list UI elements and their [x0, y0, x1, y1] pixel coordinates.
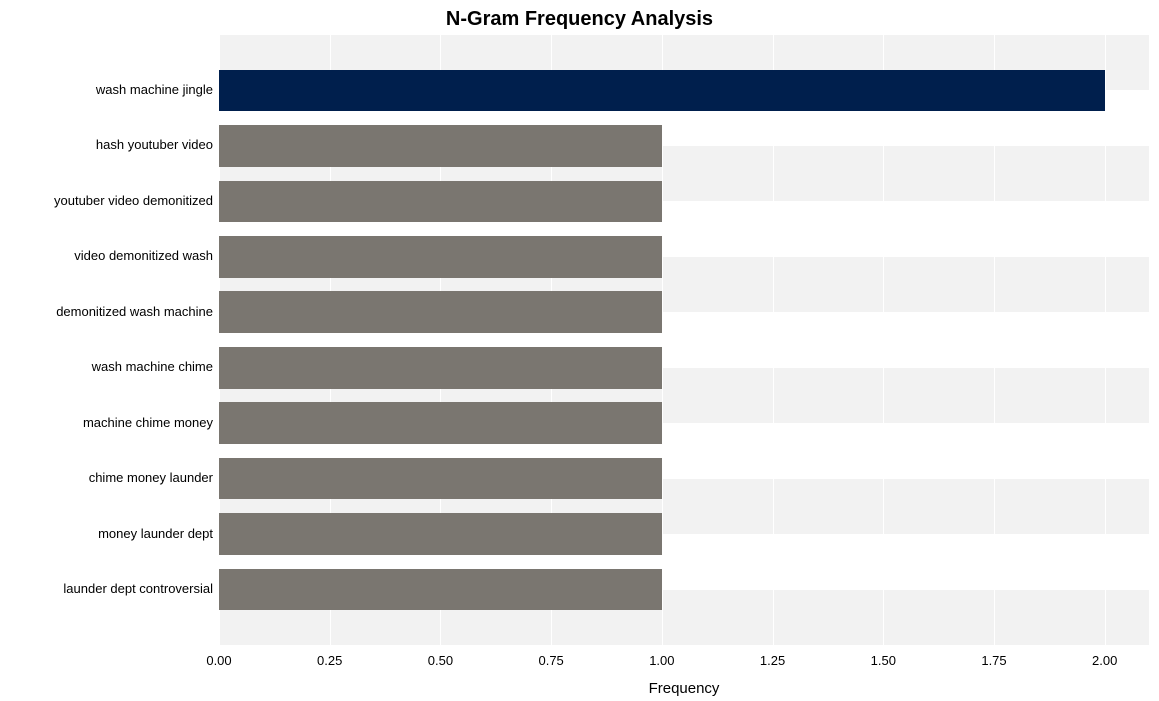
y-tick-label: hash youtuber video	[96, 137, 213, 152]
y-tick-label: youtuber video demonitized	[54, 193, 213, 208]
y-tick-label: video demonitized wash	[74, 248, 213, 263]
x-tick-label: 0.50	[410, 653, 470, 668]
y-tick-label: machine chime money	[83, 415, 213, 430]
x-axis-label: Frequency	[219, 680, 1149, 697]
gridline	[994, 35, 995, 645]
x-tick-label: 0.00	[189, 653, 249, 668]
bar	[219, 236, 662, 278]
gridline	[883, 35, 884, 645]
bar	[219, 569, 662, 611]
chart-title: N-Gram Frequency Analysis	[0, 8, 1159, 31]
x-tick-label: 1.75	[964, 653, 1024, 668]
bar	[219, 70, 1105, 112]
gridline	[662, 35, 663, 645]
bar	[219, 291, 662, 333]
x-tick-label: 0.25	[300, 653, 360, 668]
gridline	[1105, 35, 1106, 645]
plot-area	[219, 35, 1149, 645]
chart-container: N-Gram Frequency Analysis Frequency 0.00…	[0, 0, 1159, 701]
bar	[219, 513, 662, 555]
y-tick-label: money launder dept	[98, 526, 213, 541]
x-tick-label: 2.00	[1075, 653, 1135, 668]
gridline	[773, 35, 774, 645]
x-tick-label: 1.00	[632, 653, 692, 668]
x-tick-label: 1.50	[853, 653, 913, 668]
y-tick-label: demonitized wash machine	[56, 304, 213, 319]
y-tick-label: chime money launder	[89, 470, 213, 485]
bar	[219, 458, 662, 500]
bar	[219, 125, 662, 167]
y-tick-label: wash machine chime	[92, 359, 213, 374]
bar	[219, 181, 662, 223]
x-tick-label: 0.75	[521, 653, 581, 668]
y-tick-label: wash machine jingle	[96, 82, 213, 97]
x-tick-label: 1.25	[743, 653, 803, 668]
y-tick-label: launder dept controversial	[63, 581, 213, 596]
bar	[219, 402, 662, 444]
bar	[219, 347, 662, 389]
